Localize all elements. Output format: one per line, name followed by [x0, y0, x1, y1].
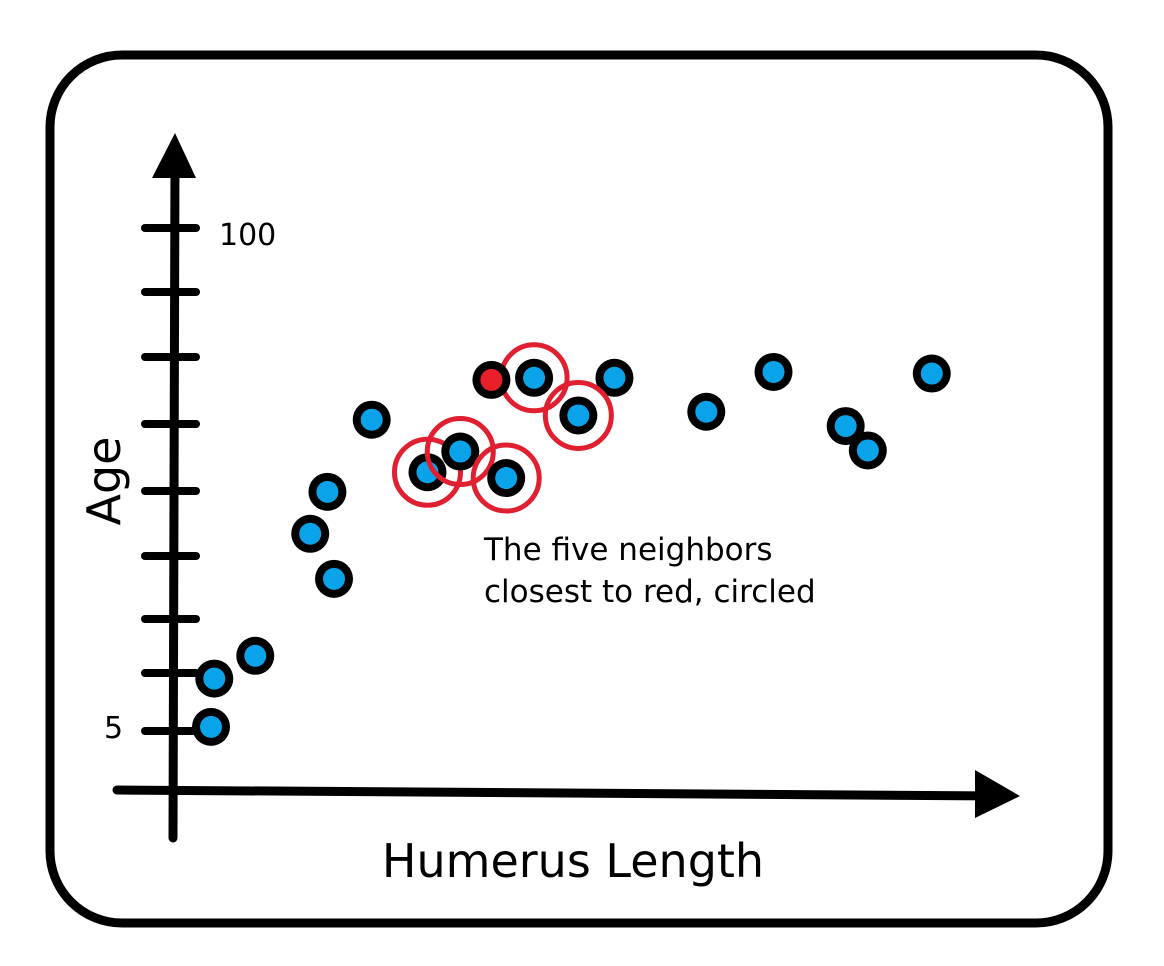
data-point [195, 659, 234, 698]
data-point [754, 352, 793, 391]
y-axis-ticks [141, 224, 200, 735]
y-axis [141, 133, 200, 843]
query-point [472, 360, 511, 399]
data-point [291, 514, 330, 553]
neighbor-point-fill [495, 467, 518, 490]
data-point-fill [360, 408, 383, 431]
data-point-fill [695, 400, 718, 423]
neighbor-circle [470, 442, 542, 514]
data-point [687, 392, 726, 431]
data-point-fill [603, 366, 626, 389]
data-point [315, 559, 353, 598]
data-point-fill [299, 522, 322, 545]
neighbor-point [487, 459, 526, 498]
data-point-fill [203, 667, 226, 690]
data-point [848, 431, 887, 470]
x-axis-arrow-icon [975, 770, 1020, 818]
data-point [192, 707, 230, 746]
neighbor-point-fill [449, 440, 472, 463]
data-point [912, 354, 951, 393]
data-point-fill [316, 480, 339, 503]
x-axis [112, 770, 1020, 818]
data-point [308, 472, 347, 511]
data-point-fill [244, 644, 267, 667]
y-axis-title: Age [77, 437, 131, 526]
query-point-fill [480, 368, 503, 391]
y-tick-label-top: 100 [219, 218, 276, 253]
annotation-line-1: The five neighbors [483, 532, 773, 568]
data-point [826, 407, 865, 446]
data-point [352, 400, 391, 439]
neighbor-point [559, 396, 598, 435]
neighbor-point [441, 432, 480, 471]
data-point [236, 636, 275, 675]
neighbor-circle [542, 379, 614, 451]
data-point [595, 358, 634, 397]
data-point-fill [856, 439, 879, 462]
x-axis-title: Humerus Length [382, 834, 764, 888]
data-point-fill [920, 362, 943, 385]
data-point-fill [200, 715, 222, 738]
data-point-fill [834, 415, 857, 438]
neighbor-circle [424, 416, 496, 488]
data-points [192, 342, 951, 746]
neighbor-point [515, 358, 554, 397]
diagram-border [45, 50, 1113, 928]
neighbor-point-fill [567, 404, 590, 427]
y-axis-arrow-icon [152, 133, 196, 178]
data-point-fill [762, 360, 785, 383]
annotation-line-2: closest to red, circled [484, 574, 816, 610]
y-tick-label-bottom: 5 [104, 711, 123, 746]
data-point-fill [323, 567, 345, 590]
neighbor-point-fill [523, 366, 546, 389]
annotation: The five neighbors closest to red, circl… [483, 532, 816, 610]
